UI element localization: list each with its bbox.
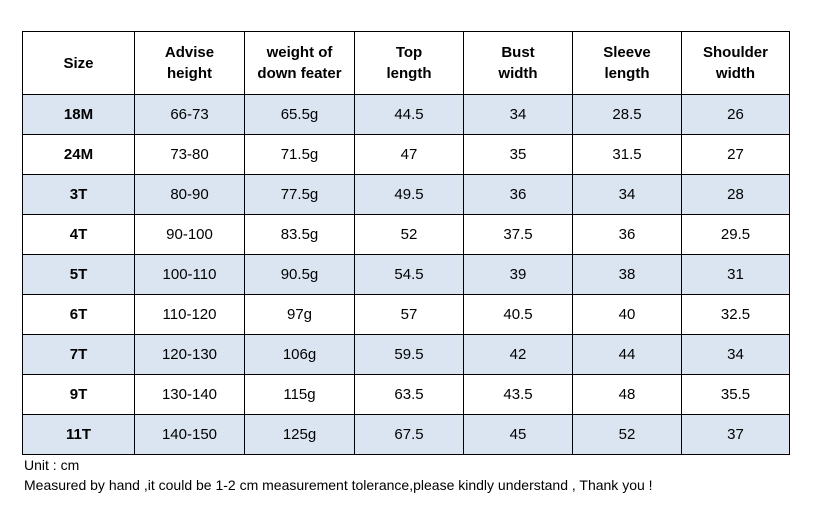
- cell-down-weight: 125g: [244, 414, 355, 455]
- table-header-row: Size Advise height weight of down feater T…: [22, 31, 790, 95]
- cell-sleeve-length: 40: [572, 294, 682, 335]
- cell-advise-height: 120-130: [134, 334, 245, 375]
- cell-sleeve-length: 38: [572, 254, 682, 295]
- cell-shoulder-width: 29.5: [681, 214, 790, 255]
- cell-shoulder-width: 27: [681, 134, 790, 175]
- cell-sleeve-length: 36: [572, 214, 682, 255]
- cell-shoulder-width: 26: [681, 94, 790, 135]
- cell-bust-width: 42: [463, 334, 573, 375]
- cell-size: 24M: [22, 134, 135, 175]
- cell-advise-height: 140-150: [134, 414, 245, 455]
- cell-top-length: 63.5: [354, 374, 464, 415]
- table-row: 7T 120-130 106g 59.5 42 44 34: [22, 334, 790, 375]
- header-advise-height: Advise height: [134, 31, 245, 95]
- cell-down-weight: 77.5g: [244, 174, 355, 215]
- cell-shoulder-width: 37: [681, 414, 790, 455]
- cell-down-weight: 97g: [244, 294, 355, 335]
- cell-top-length: 47: [354, 134, 464, 175]
- table-row: 3T 80-90 77.5g 49.5 36 34 28: [22, 174, 790, 215]
- cell-advise-height: 100-110: [134, 254, 245, 295]
- table-row: 11T 140-150 125g 67.5 45 52 37: [22, 414, 790, 455]
- cell-top-length: 44.5: [354, 94, 464, 135]
- cell-down-weight: 115g: [244, 374, 355, 415]
- header-down-weight: weight of down feater: [244, 31, 355, 95]
- header-shoulder-width: Shoulder width: [681, 31, 790, 95]
- cell-bust-width: 45: [463, 414, 573, 455]
- cell-top-length: 52: [354, 214, 464, 255]
- cell-top-length: 49.5: [354, 174, 464, 215]
- cell-size: 11T: [22, 414, 135, 455]
- cell-top-length: 67.5: [354, 414, 464, 455]
- header-size: Size: [22, 31, 135, 95]
- cell-sleeve-length: 28.5: [572, 94, 682, 135]
- cell-shoulder-width: 28: [681, 174, 790, 215]
- cell-size: 6T: [22, 294, 135, 335]
- cell-bust-width: 39: [463, 254, 573, 295]
- cell-shoulder-width: 35.5: [681, 374, 790, 415]
- cell-top-length: 59.5: [354, 334, 464, 375]
- cell-size: 7T: [22, 334, 135, 375]
- table-row: 24M 73-80 71.5g 47 35 31.5 27: [22, 134, 790, 175]
- table-row: 9T 130-140 115g 63.5 43.5 48 35.5: [22, 374, 790, 415]
- cell-sleeve-length: 34: [572, 174, 682, 215]
- table-row: 4T 90-100 83.5g 52 37.5 36 29.5: [22, 214, 790, 255]
- cell-size: 3T: [22, 174, 135, 215]
- measurement-tolerance-note: Measured by hand ,it could be 1-2 cm mea…: [24, 477, 653, 493]
- table-row: 18M 66-73 65.5g 44.5 34 28.5 26: [22, 94, 790, 135]
- header-sleeve-length: Sleeve length: [572, 31, 682, 95]
- cell-shoulder-width: 34: [681, 334, 790, 375]
- cell-size: 18M: [22, 94, 135, 135]
- cell-shoulder-width: 32.5: [681, 294, 790, 335]
- cell-down-weight: 106g: [244, 334, 355, 375]
- cell-advise-height: 66-73: [134, 94, 245, 135]
- cell-size: 5T: [22, 254, 135, 295]
- cell-advise-height: 73-80: [134, 134, 245, 175]
- cell-size: 4T: [22, 214, 135, 255]
- cell-advise-height: 80-90: [134, 174, 245, 215]
- cell-advise-height: 130-140: [134, 374, 245, 415]
- cell-bust-width: 36: [463, 174, 573, 215]
- header-top-length: Top length: [354, 31, 464, 95]
- table-body: 18M 66-73 65.5g 44.5 34 28.5 26 24M 73-80 71.5g 47…: [22, 94, 790, 455]
- header-bust-width: Bust width: [463, 31, 573, 95]
- cell-size: 9T: [22, 374, 135, 415]
- cell-advise-height: 90-100: [134, 214, 245, 255]
- cell-bust-width: 40.5: [463, 294, 573, 335]
- cell-down-weight: 65.5g: [244, 94, 355, 135]
- cell-bust-width: 37.5: [463, 214, 573, 255]
- cell-bust-width: 43.5: [463, 374, 573, 415]
- size-chart-table: Size Advise height weight of down feater T…: [22, 31, 790, 455]
- cell-bust-width: 34: [463, 94, 573, 135]
- unit-note: Unit : cm: [24, 457, 80, 473]
- cell-advise-height: 110-120: [134, 294, 245, 335]
- cell-sleeve-length: 44: [572, 334, 682, 375]
- table-row: 6T 110-120 97g 57 40.5 40 32.5: [22, 294, 790, 335]
- table-row: 5T 100-110 90.5g 54.5 39 38 31: [22, 254, 790, 295]
- cell-top-length: 57: [354, 294, 464, 335]
- cell-down-weight: 83.5g: [244, 214, 355, 255]
- cell-down-weight: 71.5g: [244, 134, 355, 175]
- cell-top-length: 54.5: [354, 254, 464, 295]
- cell-sleeve-length: 48: [572, 374, 682, 415]
- cell-down-weight: 90.5g: [244, 254, 355, 295]
- cell-sleeve-length: 52: [572, 414, 682, 455]
- cell-shoulder-width: 31: [681, 254, 790, 295]
- cell-bust-width: 35: [463, 134, 573, 175]
- cell-sleeve-length: 31.5: [572, 134, 682, 175]
